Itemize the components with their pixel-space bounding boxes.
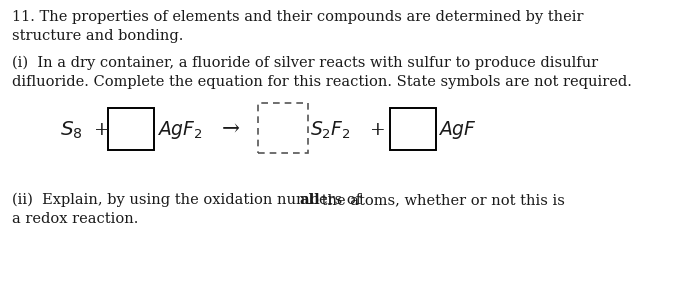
Bar [390, 108, 436, 150]
Text: $S_8$: $S_8$ [60, 119, 83, 141]
Text: the atoms, whether or not this is: the atoms, whether or not this is [317, 193, 565, 207]
Bar [108, 108, 154, 150]
Text: difluoride. Complete the equation for this reaction. State symbols are not requi: difluoride. Complete the equation for th… [12, 75, 632, 89]
Text: $S_2F_2$: $S_2F_2$ [310, 119, 351, 141]
Text: →: → [222, 119, 240, 141]
Text: all: all [299, 193, 320, 207]
Text: 11. The properties of elements and their compounds are determined by their: 11. The properties of elements and their… [12, 10, 584, 24]
Text: $AgF$: $AgF$ [438, 119, 477, 141]
Text: a redox reaction.: a redox reaction. [12, 212, 138, 226]
Text: (i)  In a dry container, a fluoride of silver reacts with sulfur to produce disu: (i) In a dry container, a fluoride of si… [12, 56, 599, 70]
Text: structure and bonding.: structure and bonding. [12, 29, 184, 43]
Text: +: + [94, 121, 110, 139]
Bar [258, 103, 308, 153]
Text: (ii)  Explain, by using the oxidation numbers of: (ii) Explain, by using the oxidation num… [12, 193, 366, 207]
Text: $AgF_2$: $AgF_2$ [157, 119, 203, 141]
Text: +: + [370, 121, 386, 139]
